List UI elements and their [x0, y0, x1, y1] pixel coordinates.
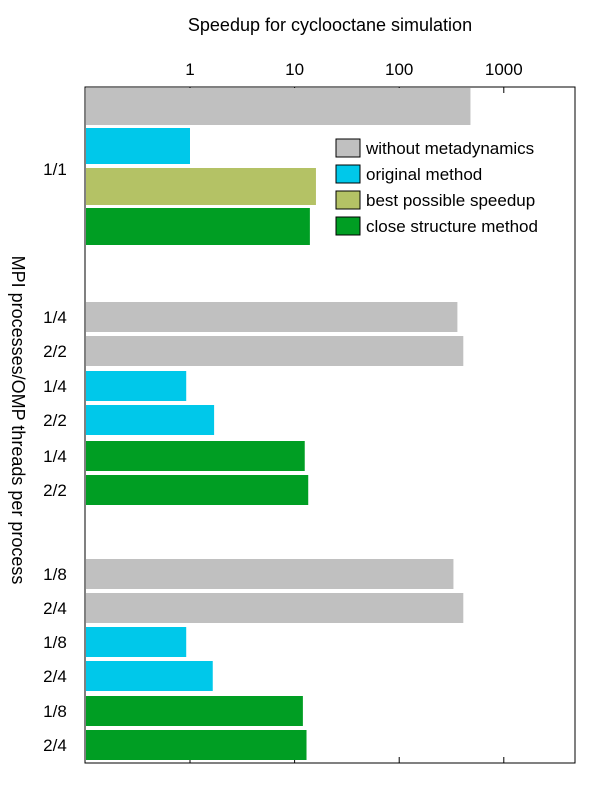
bar-label: 1/4 — [43, 447, 67, 466]
legend-label: original method — [366, 165, 482, 184]
bar-label: 2/2 — [43, 342, 67, 361]
x-tick-label: 1000 — [485, 60, 523, 79]
group-label: 1/1 — [43, 160, 67, 179]
bar-label: 1/4 — [43, 377, 67, 396]
bar — [86, 128, 190, 164]
bar — [86, 696, 303, 726]
legend-label: close structure method — [366, 217, 538, 236]
bar — [86, 336, 464, 366]
plot-frame — [84, 86, 576, 764]
legend-label: without metadynamics — [365, 139, 534, 158]
y-axis-labels: 1/1 1/4 2/2 1/4 2/2 1/4 2/2 1/8 2/4 1/8 2/4 1/8 2/4 — [43, 160, 67, 755]
bar — [86, 88, 471, 125]
bar — [86, 627, 187, 657]
legend-swatch — [335, 138, 361, 158]
legend: without metadynamics original method best … — [335, 138, 538, 236]
legend-swatch — [335, 216, 361, 236]
bar — [86, 730, 307, 760]
bar — [86, 168, 316, 205]
bar-label: 2/4 — [43, 736, 67, 755]
legend-swatch — [335, 164, 361, 184]
bar — [86, 661, 213, 691]
bar — [86, 593, 464, 623]
bar — [86, 475, 309, 505]
bar — [86, 559, 454, 589]
y-axis-label: MPI processes/OMP threads per process — [8, 256, 28, 585]
bar — [86, 441, 305, 471]
bar-label: 1/4 — [43, 308, 67, 327]
bar-label: 2/4 — [43, 599, 67, 618]
bar-label: 1/8 — [43, 702, 67, 721]
bar — [86, 405, 215, 435]
chart-title: Speedup for cyclooctane simulation — [188, 15, 472, 35]
x-tick-label: 100 — [385, 60, 413, 79]
x-axis: 1 10 100 1000 — [185, 60, 523, 763]
legend-label: best possible speedup — [366, 191, 535, 210]
bar-label: 1/8 — [43, 633, 67, 652]
bar — [86, 302, 458, 332]
x-tick-label: 1 — [185, 60, 194, 79]
bar — [86, 208, 310, 245]
bar-label: 1/8 — [43, 565, 67, 584]
bar-label: 2/2 — [43, 481, 67, 500]
bar — [86, 371, 187, 401]
bar-label: 2/4 — [43, 667, 67, 686]
legend-swatch — [335, 190, 361, 210]
bar-series — [86, 88, 471, 760]
x-tick-label: 10 — [285, 60, 304, 79]
bar-label: 2/2 — [43, 411, 67, 430]
